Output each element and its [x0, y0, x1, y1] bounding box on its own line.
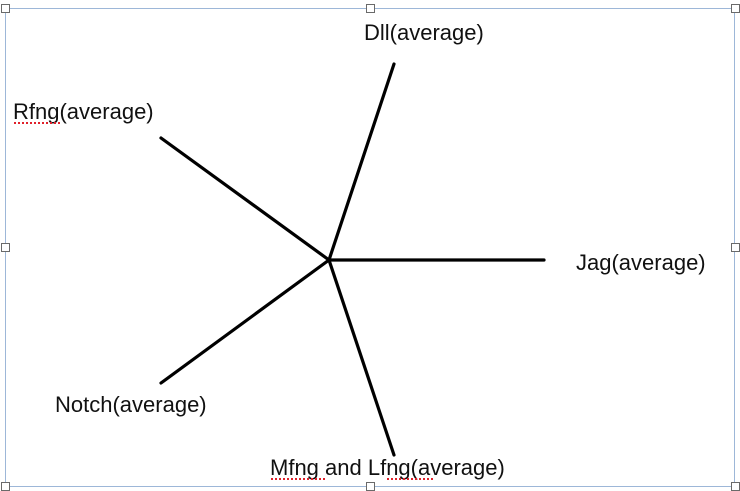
- resize-handle-top-center[interactable]: [366, 4, 375, 13]
- spoke-notch: [159, 258, 331, 385]
- label-rfng: Rfng(average): [13, 99, 154, 124]
- label-notch: Notch(average): [55, 392, 207, 417]
- resize-handle-top-left[interactable]: [1, 4, 10, 13]
- spoke-dll: [327, 62, 396, 262]
- label-dll: Dll(average): [364, 20, 484, 45]
- label-jag: Jag(average): [576, 250, 706, 275]
- resize-handle-middle-left[interactable]: [1, 243, 10, 252]
- spoke-rfng: [159, 136, 331, 262]
- spoke-mfng-lfng: [327, 258, 396, 457]
- label-mfng-lfng: Mfng and Lfng(average): [270, 455, 505, 480]
